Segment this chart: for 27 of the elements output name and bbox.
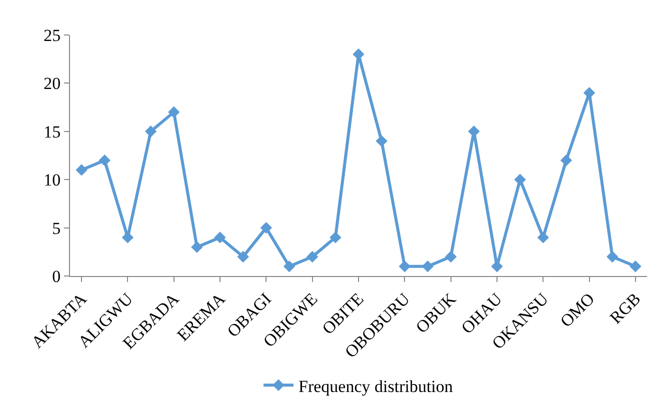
point xyxy=(76,164,88,176)
y-tick-label: 25 xyxy=(44,26,61,45)
point xyxy=(260,222,272,234)
point xyxy=(237,250,249,263)
point xyxy=(191,241,203,253)
y-tick-label: 5 xyxy=(52,218,61,238)
point xyxy=(376,135,388,147)
point xyxy=(422,260,434,272)
y-tick-label: 0 xyxy=(52,266,61,286)
y-tick-label: 20 xyxy=(44,74,61,94)
point xyxy=(630,260,642,272)
point xyxy=(330,232,342,244)
point xyxy=(306,250,318,263)
point xyxy=(514,174,526,186)
point xyxy=(444,250,457,263)
point xyxy=(537,232,549,244)
point xyxy=(144,126,157,138)
point xyxy=(214,232,226,244)
point xyxy=(560,154,572,166)
y-tick-label: 15 xyxy=(44,122,61,142)
y-tick-label: 10 xyxy=(44,170,61,190)
point xyxy=(606,250,618,263)
legend-label: Frequency distribution xyxy=(298,376,454,396)
point xyxy=(98,154,110,166)
point xyxy=(398,260,411,272)
point xyxy=(168,106,180,118)
point xyxy=(283,260,296,272)
